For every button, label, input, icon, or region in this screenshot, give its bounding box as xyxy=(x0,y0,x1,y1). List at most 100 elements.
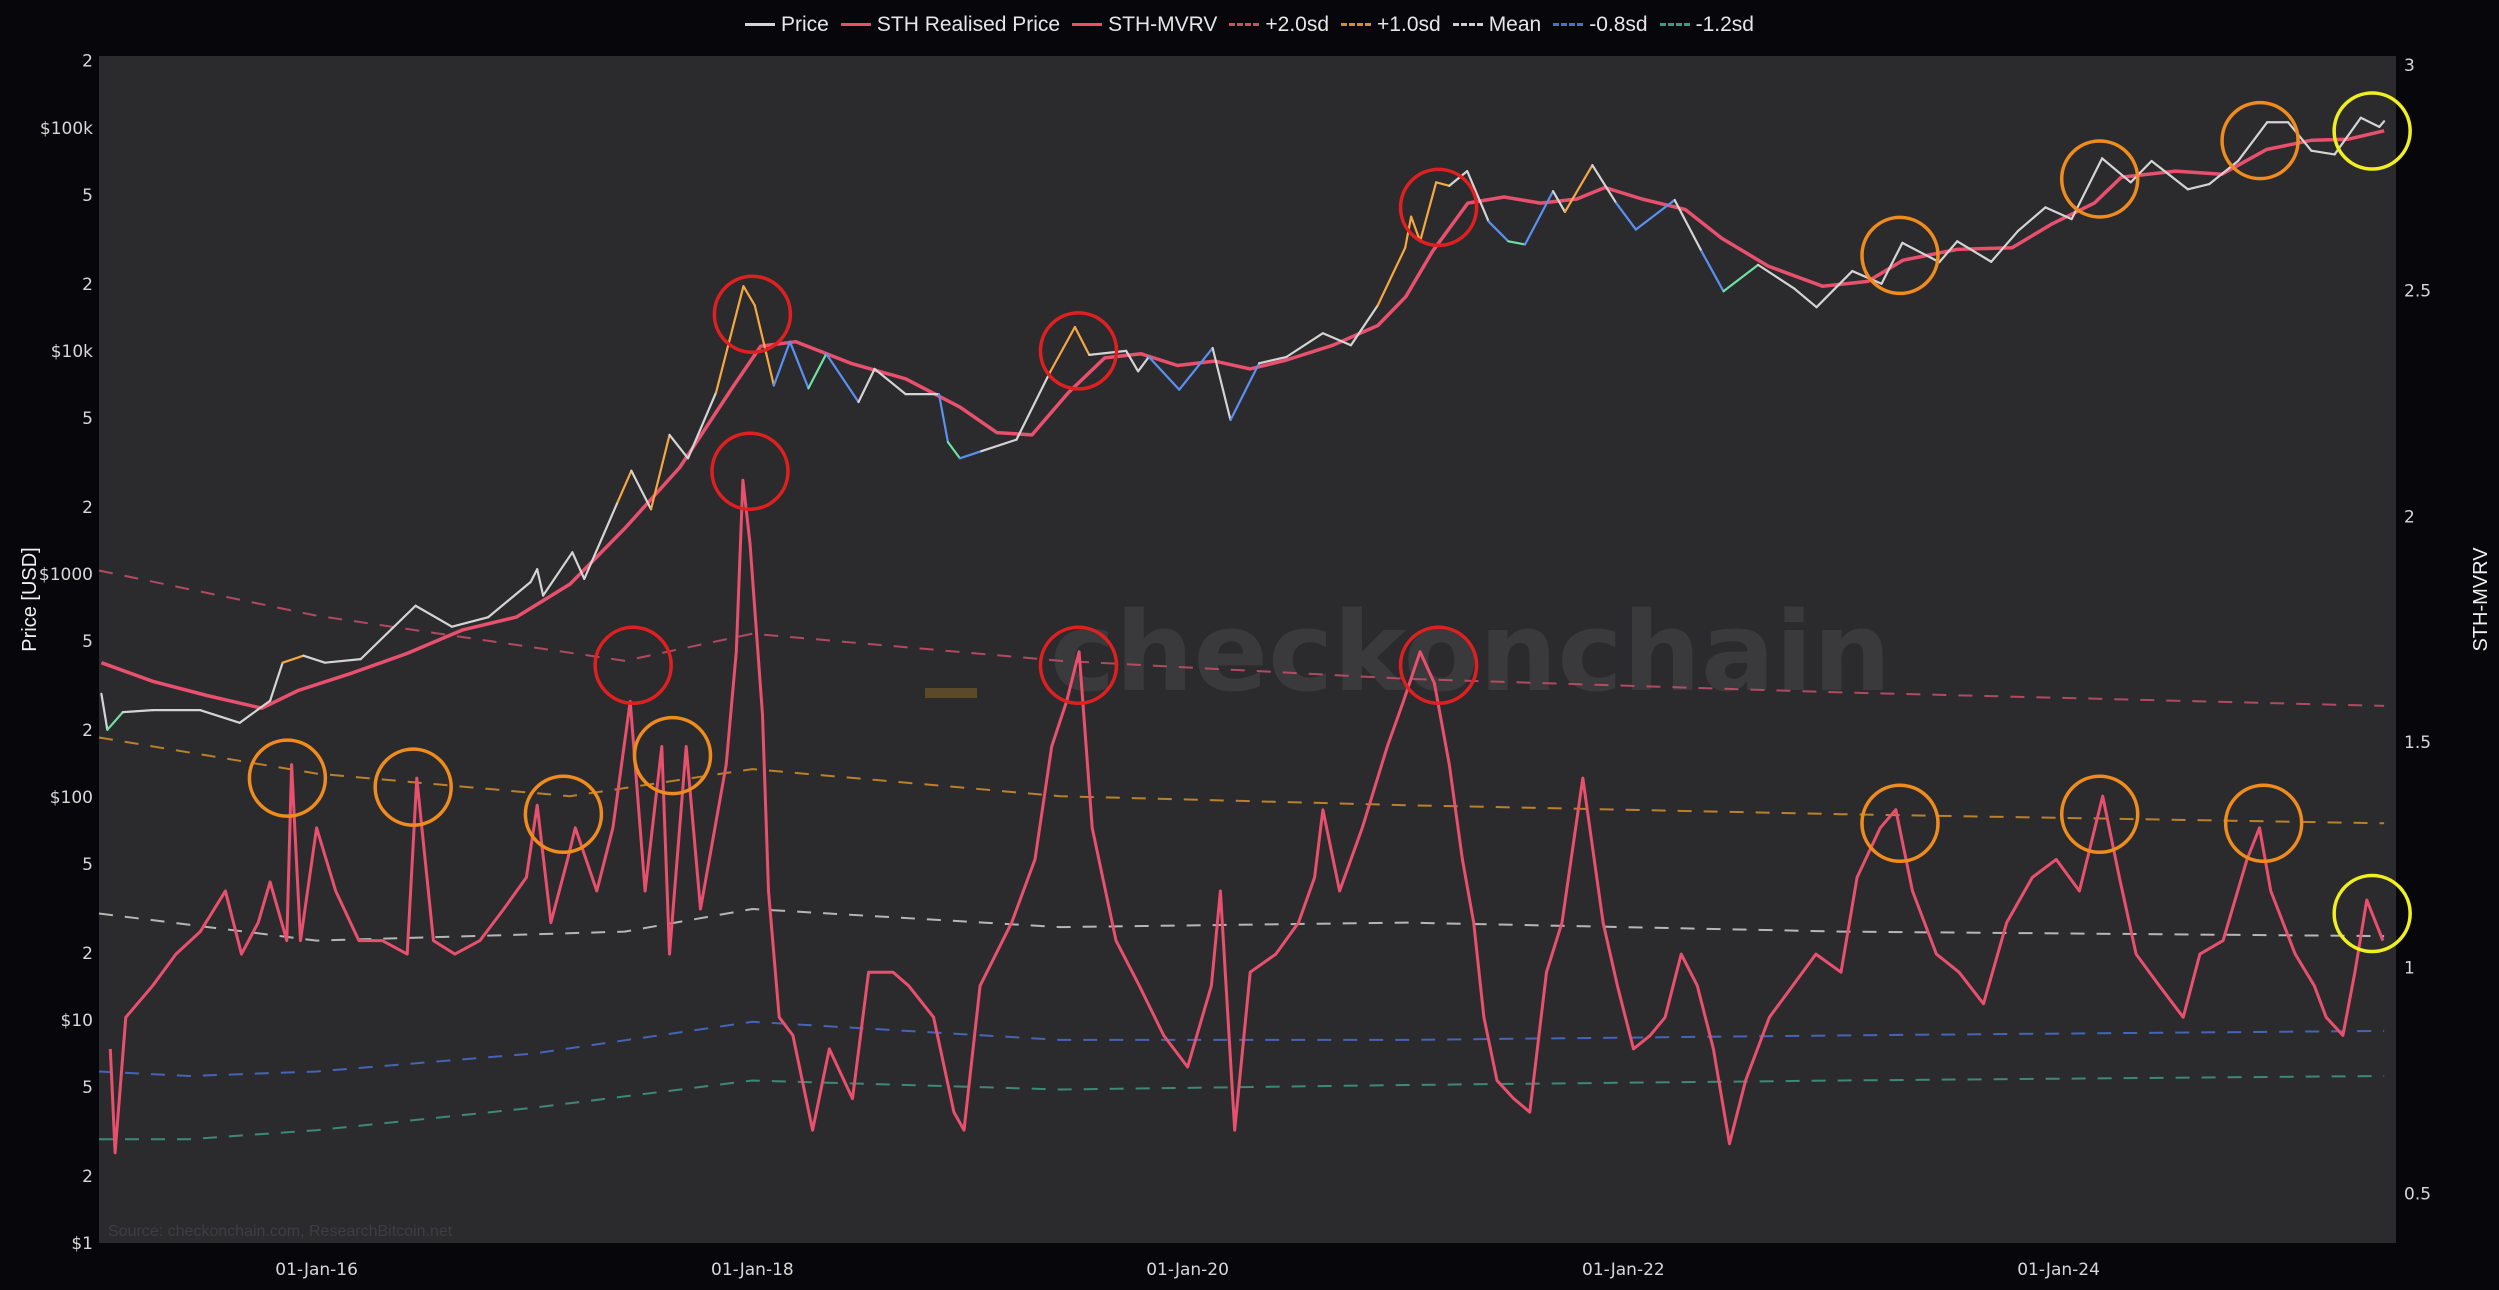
price-segment xyxy=(1757,263,1796,290)
sth-realised-price-line xyxy=(100,129,2385,710)
annotation-circle xyxy=(2332,873,2412,954)
y-left-tick-label: 5 xyxy=(82,855,93,875)
y-left-tick-label: $10k xyxy=(51,342,93,362)
annotation-circle xyxy=(247,738,328,818)
price-segment xyxy=(536,568,545,597)
price-segment xyxy=(542,551,574,597)
price-segment xyxy=(714,285,745,394)
price-segment xyxy=(2100,157,2132,184)
y-right-tick-label: 2 xyxy=(2404,507,2415,527)
price-segment xyxy=(649,433,671,511)
price-segment xyxy=(1073,325,1091,356)
annotation-circle xyxy=(712,274,793,354)
price-segment xyxy=(1258,355,1288,365)
annotation-circle xyxy=(1038,311,1119,391)
y-left-tick-label: 2 xyxy=(82,498,93,518)
annotation-circle xyxy=(710,431,790,511)
annotation-circle xyxy=(2223,783,2304,864)
y-right-axis-title: STH-MVRV xyxy=(2470,547,2492,652)
y-left-tick-label: 5 xyxy=(82,1078,93,1098)
annotation-circle xyxy=(2059,774,2140,854)
price-segment xyxy=(857,367,876,404)
legend-label: -0.8sd xyxy=(1589,12,1648,36)
source-text: Source: checkonchain.com, ResearchBitcoi… xyxy=(108,1223,453,1240)
watermark-underscore xyxy=(925,688,977,698)
price-segment xyxy=(529,568,539,584)
y-right-tick-label: 1.5 xyxy=(2404,733,2431,753)
sth-mvrv-line xyxy=(108,478,2385,1155)
y-right-tick-label: 0.5 xyxy=(2404,1184,2431,1204)
price-segment xyxy=(946,440,961,460)
legend-label: +2.0sd xyxy=(1265,12,1330,36)
price-segment xyxy=(1615,201,1637,231)
price-segment xyxy=(1147,355,1181,391)
legend-item-minus08sd[interactable]: -0.8sd xyxy=(1553,12,1648,37)
annotation-circle xyxy=(2059,139,2140,219)
annotation-circle xyxy=(1038,625,1119,706)
price-segment xyxy=(616,469,633,504)
price-segment xyxy=(1956,240,1993,263)
y-left-tick-label: 5 xyxy=(82,186,93,206)
legend-label: STH-MVRV xyxy=(1108,12,1218,36)
price-segment xyxy=(1722,263,1760,293)
price-segment xyxy=(1901,241,1941,264)
price-segment xyxy=(571,551,586,580)
price-segment xyxy=(1466,169,1490,223)
price-segment xyxy=(1793,287,1818,309)
y-right-tick-label: 2.5 xyxy=(2404,282,2431,302)
price-segment xyxy=(359,604,417,661)
legend-label: Price xyxy=(781,12,829,36)
y-left-tick-label: 2 xyxy=(82,275,93,295)
y-left-tick-label: 2 xyxy=(82,52,93,72)
price-segment xyxy=(1285,332,1325,358)
price-segment xyxy=(1048,325,1077,374)
price-segment xyxy=(1211,346,1232,422)
chart-legend: Price STH Realised Price STH-MVRV +2.0sd +1.… xyxy=(0,8,2499,37)
price-segment xyxy=(772,340,792,387)
price-segment xyxy=(414,604,454,628)
watermark: checkonchain xyxy=(1050,588,1891,716)
price-segment xyxy=(630,469,653,511)
price-segment xyxy=(1178,346,1214,391)
price-segment xyxy=(1349,304,1379,347)
price-segment xyxy=(742,285,756,307)
annotation-circle xyxy=(523,774,604,854)
price-segment xyxy=(2359,116,2381,128)
price-segment xyxy=(1376,246,1407,307)
legend-label: Mean xyxy=(1488,12,1542,36)
legend-label: -1.2sd xyxy=(1695,12,1754,36)
y-left-tick-label: 5 xyxy=(82,409,93,429)
x-tick-label: 01-Jan-16 xyxy=(275,1260,358,1280)
price-segment xyxy=(302,654,327,664)
y-left-tick-label: 2 xyxy=(82,1167,93,1187)
legend-swatch xyxy=(1341,23,1372,26)
price-segment xyxy=(873,367,907,396)
legend-item-mean[interactable]: Mean xyxy=(1452,12,1542,37)
price-segment xyxy=(1990,229,2020,263)
price-segment xyxy=(450,616,490,628)
price-segment xyxy=(1551,190,1567,213)
y-left-tick-label: $1 xyxy=(71,1234,93,1254)
price-segment xyxy=(1591,164,1618,205)
price-segment xyxy=(1321,332,1353,347)
x-tick-label: 01-Jan-22 xyxy=(1582,1260,1665,1280)
legend-item-plus1sd[interactable]: +1.0sd xyxy=(1341,13,1441,37)
price-segment xyxy=(1634,198,1676,231)
legend-item-price[interactable]: Price xyxy=(745,13,829,37)
price-segment xyxy=(1137,355,1150,373)
price-segment xyxy=(958,450,983,460)
price-segment xyxy=(199,709,241,724)
price-segment xyxy=(1448,169,1469,187)
price-segment xyxy=(2186,182,2211,191)
price-segment xyxy=(487,580,532,619)
legend-item-minus12sd[interactable]: -1.2sd xyxy=(1659,12,1754,37)
y-left-tick-label: 5 xyxy=(82,632,93,652)
legend-item-plus2sd[interactable]: +2.0sd xyxy=(1229,13,1329,37)
legend-swatch xyxy=(1553,23,1584,26)
legend-item-sth_mvrv[interactable]: STH-MVRV xyxy=(1072,13,1217,37)
legend-label: STH Realised Price xyxy=(876,12,1061,36)
price-segment xyxy=(753,304,775,387)
legend-item-sth_realised_price[interactable]: STH Realised Price xyxy=(840,12,1061,37)
legend-swatch xyxy=(840,23,871,26)
